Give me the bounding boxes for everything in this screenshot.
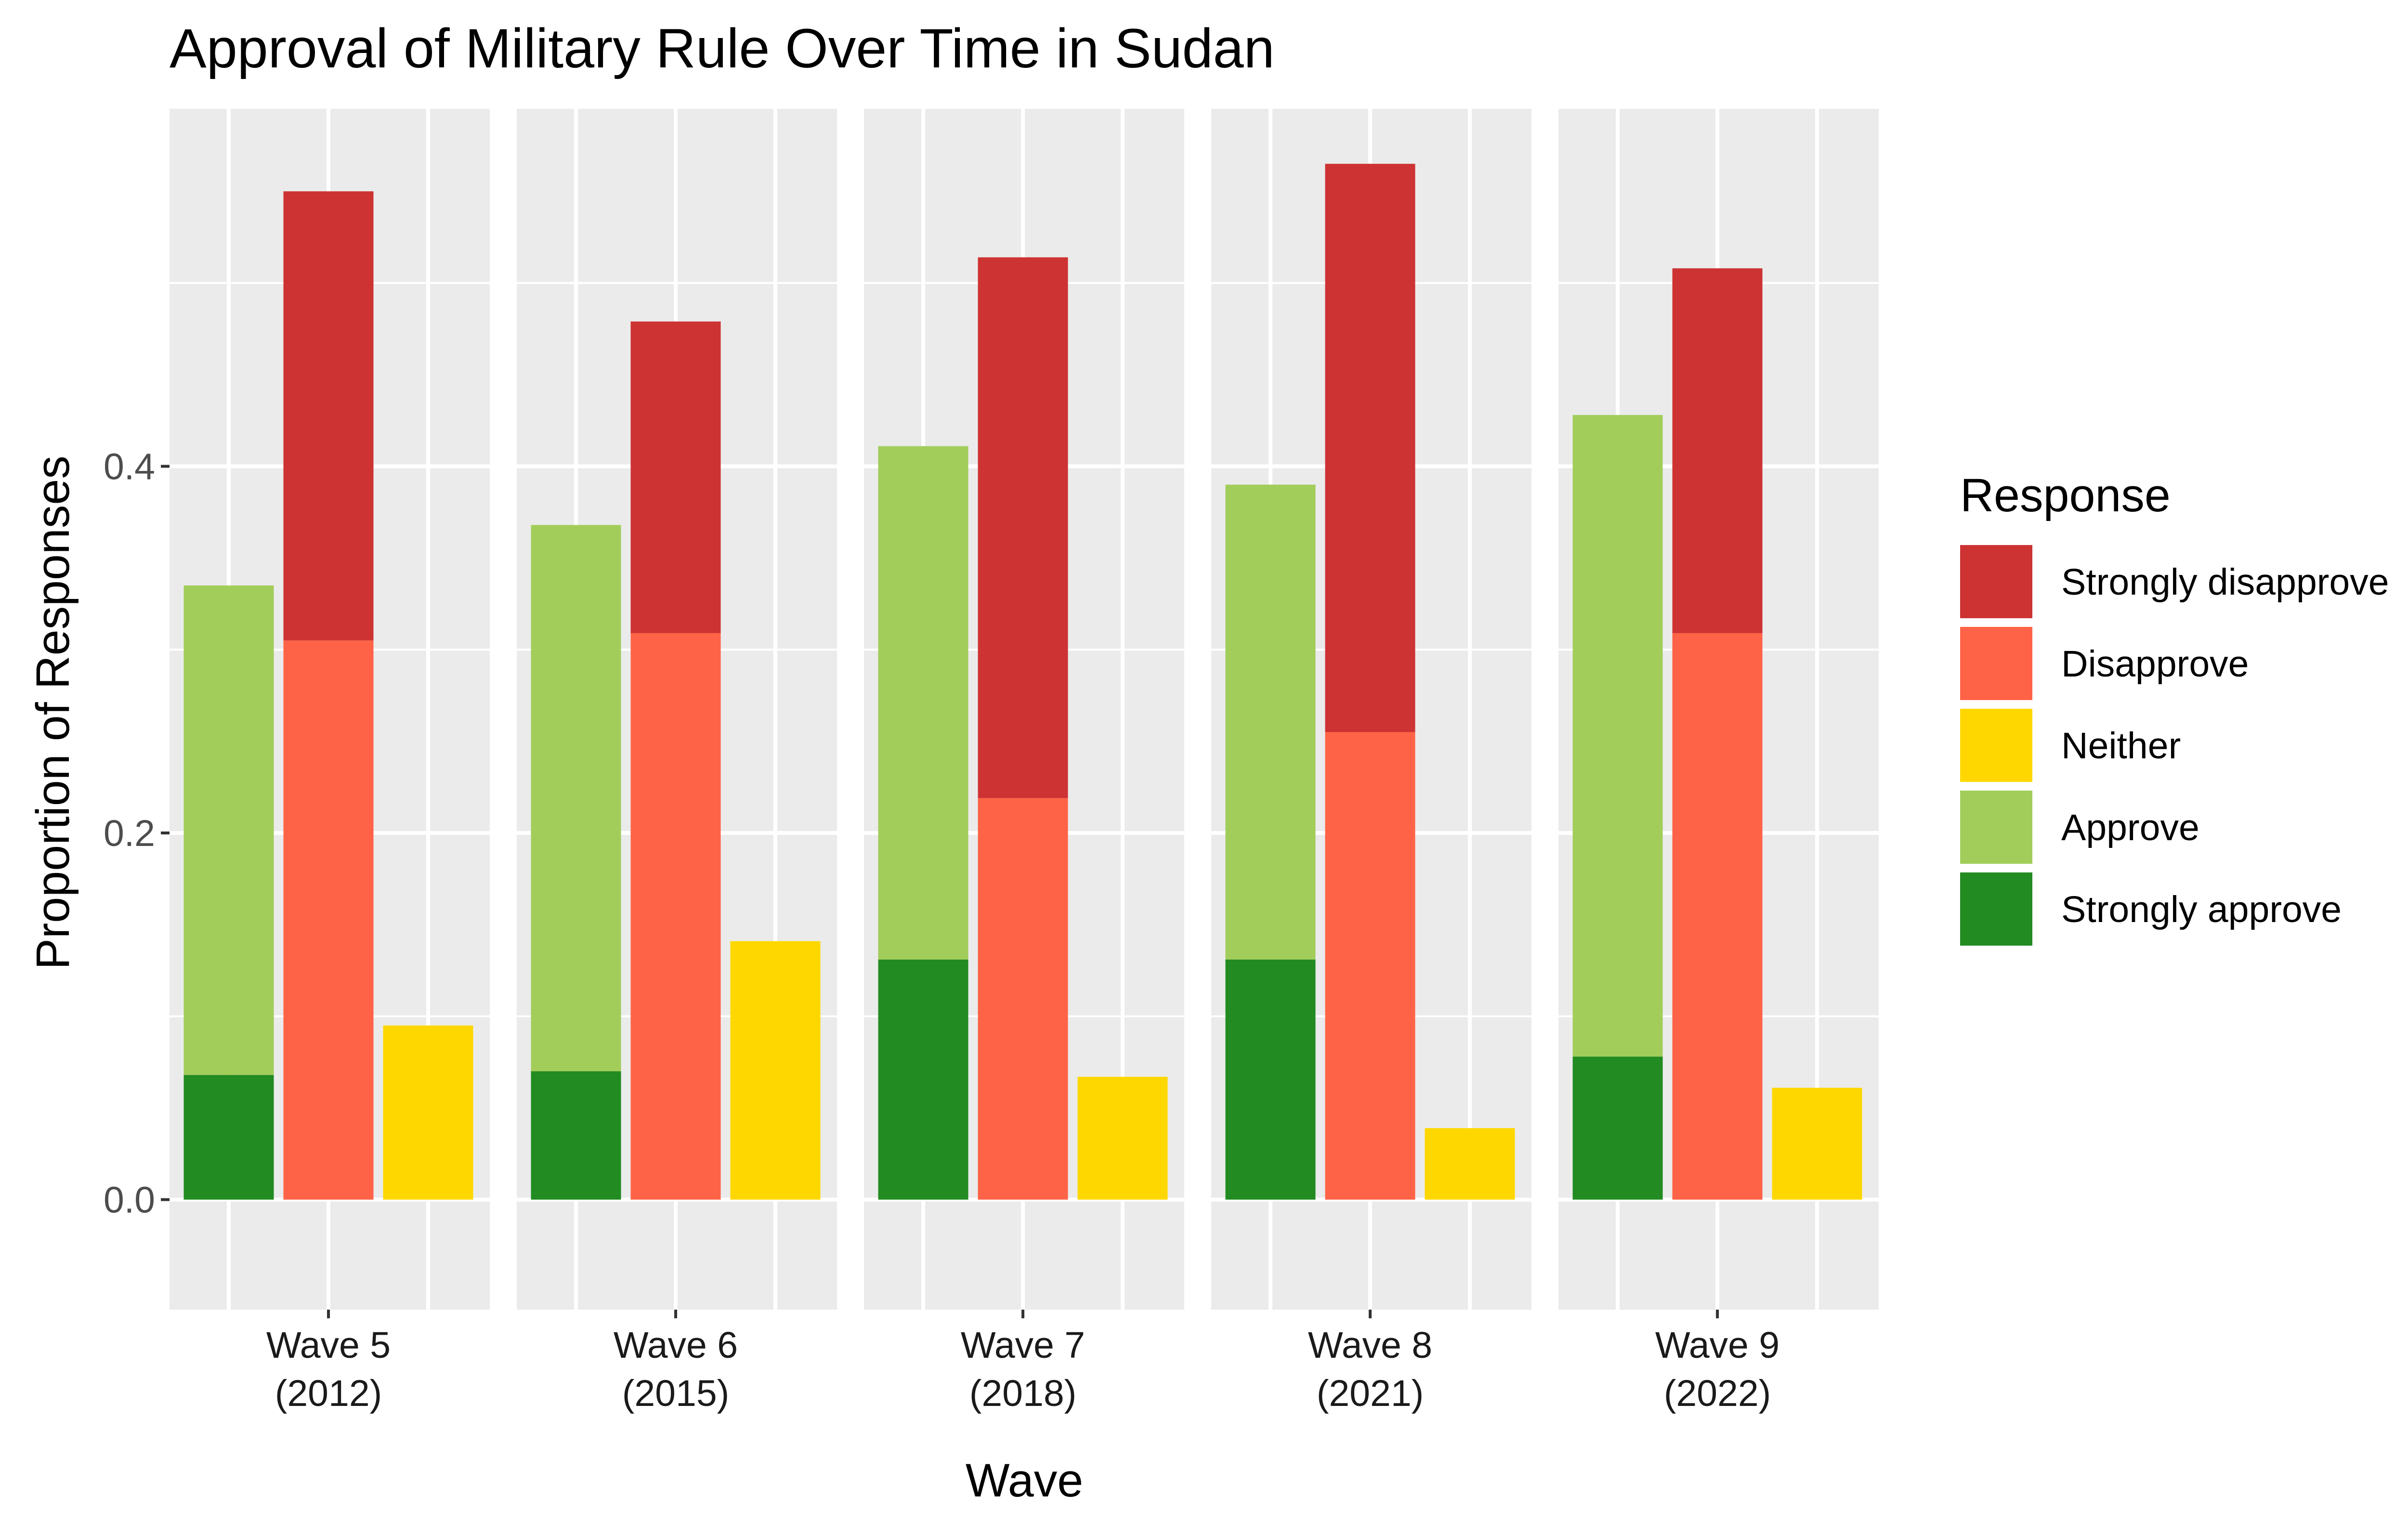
bar-segment-strongly-approve — [1572, 1056, 1663, 1200]
bar-segment-neither — [1425, 1128, 1515, 1200]
bar-segment-strongly-disapprove — [978, 257, 1068, 798]
facet-label-wave: Wave 9 — [1655, 1325, 1780, 1366]
legend-item: Approve — [1960, 791, 2199, 864]
bar-segment-approve — [183, 585, 274, 1075]
legend-item: Neither — [1960, 709, 2181, 782]
legend-label: Strongly approve — [2061, 889, 2342, 930]
facet-panel — [1211, 109, 1531, 1384]
y-tick-label: 0.4 — [104, 446, 155, 487]
facet-label-year: (2022) — [1664, 1373, 1771, 1414]
bar-segment-strongly-approve — [1225, 959, 1316, 1200]
facet-label-year: (2015) — [622, 1373, 730, 1414]
y-axis: 0.0 0.2 0.4 — [104, 446, 170, 1221]
facet-bars — [878, 257, 1168, 1200]
facet-label-wave: Wave 7 — [961, 1325, 1085, 1366]
facet-panel — [1558, 109, 1879, 1384]
bar-segment-strongly-disapprove — [1325, 164, 1415, 732]
facet-label-wave: Wave 5 — [266, 1325, 391, 1366]
legend-item: Strongly disapprove — [1960, 545, 2389, 618]
facet-panels — [170, 109, 1879, 1384]
legend-key — [1960, 872, 2032, 946]
facet-panel — [517, 109, 837, 1384]
facet-labels: Wave 5 (2012) Wave 6 (2015) Wave 7 (2018) Wave… — [266, 1310, 1780, 1414]
y-axis-title: Proportion of Responses — [26, 455, 79, 970]
bar-segment-approve — [531, 525, 621, 1072]
facet-bars — [1572, 268, 1862, 1200]
legend-key — [1960, 791, 2032, 864]
legend-label: Disapprove — [2061, 643, 2249, 685]
facet-label-year: (2021) — [1317, 1373, 1424, 1414]
bar-segment-neither — [1077, 1077, 1168, 1200]
chart-title: Approval of Military Rule Over Time in S… — [170, 18, 1275, 79]
legend-key — [1960, 627, 2032, 700]
facet-bars — [531, 321, 821, 1200]
y-tick-label: 0.0 — [104, 1180, 155, 1221]
bar-segment-strongly-approve — [878, 959, 968, 1200]
bar-segment-disapprove — [978, 798, 1068, 1200]
legend-title: Response — [1960, 469, 2171, 521]
bar-segment-approve — [1225, 484, 1316, 960]
bar-segment-approve — [1572, 415, 1663, 1057]
bar-segment-strongly-disapprove — [283, 191, 374, 641]
facet-label-wave: Wave 6 — [614, 1325, 738, 1366]
facet-panel — [170, 109, 490, 1384]
facet-bars — [1225, 164, 1515, 1200]
bar-segment-approve — [878, 446, 968, 960]
bar-segment-neither — [1772, 1088, 1862, 1200]
facet-label-wave: Wave 8 — [1308, 1325, 1432, 1366]
facet-label-year: (2012) — [275, 1373, 382, 1414]
legend-key — [1960, 545, 2032, 618]
bar-segment-strongly-approve — [531, 1071, 621, 1200]
facet-bars — [183, 191, 473, 1200]
legend-item: Disapprove — [1960, 627, 2249, 700]
legend: Response Strongly disapprove Disapprove Ne… — [1960, 469, 2389, 946]
legend-item: Strongly approve — [1960, 872, 2342, 946]
legend-key — [1960, 709, 2032, 782]
facet-panel — [864, 109, 1184, 1384]
bar-segment-strongly-approve — [183, 1075, 274, 1200]
bar-segment-strongly-disapprove — [630, 321, 721, 633]
legend-label: Approve — [2061, 807, 2199, 848]
legend-label: Strongly disapprove — [2061, 561, 2389, 603]
bar-segment-disapprove — [283, 640, 374, 1200]
x-axis-title: Wave — [966, 1454, 1083, 1507]
facet-label-year: (2018) — [969, 1373, 1077, 1414]
bar-segment-disapprove — [630, 633, 721, 1200]
bar-segment-disapprove — [1672, 633, 1763, 1200]
legend-label: Neither — [2061, 725, 2181, 767]
y-tick-label: 0.2 — [104, 813, 155, 854]
bar-segment-neither — [383, 1025, 473, 1200]
bar-segment-strongly-disapprove — [1672, 268, 1763, 633]
bar-segment-disapprove — [1325, 732, 1415, 1200]
bar-segment-neither — [730, 941, 821, 1200]
